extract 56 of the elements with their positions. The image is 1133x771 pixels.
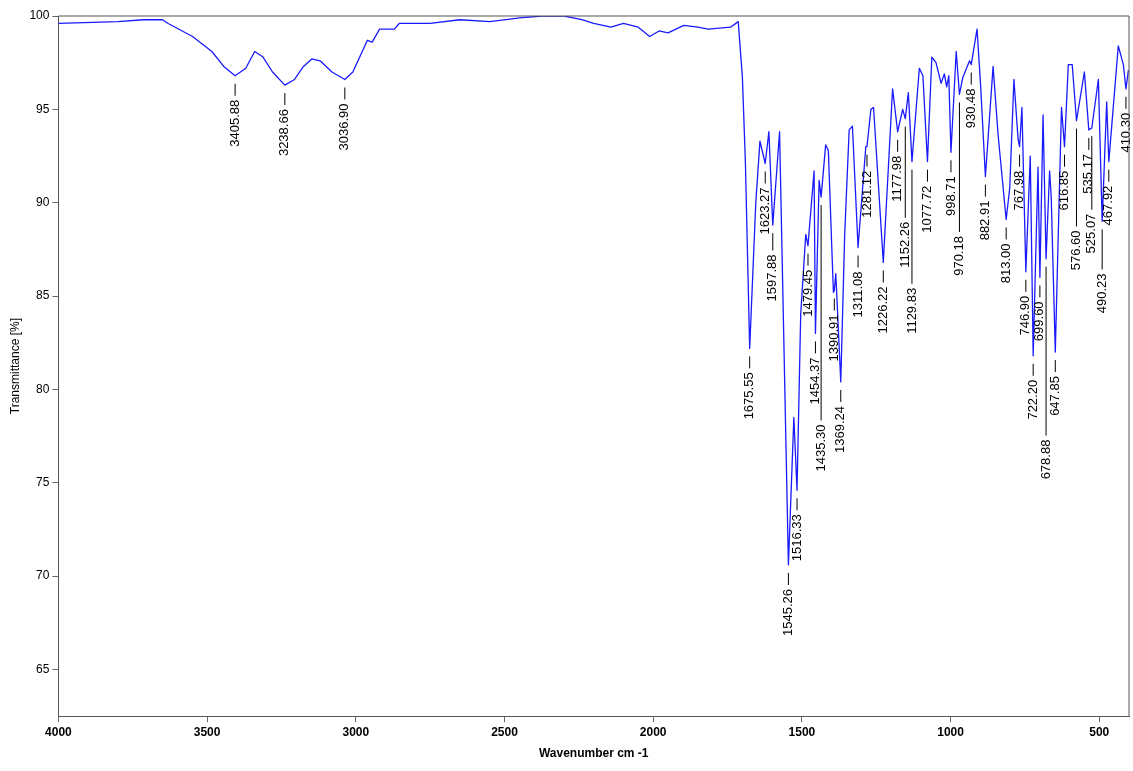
x-tick-label: 4000 bbox=[45, 724, 73, 739]
annotation: 616.85 bbox=[1056, 170, 1072, 211]
annotation: 1597.88 bbox=[764, 254, 780, 302]
annotation: 410.30 bbox=[1117, 112, 1133, 153]
annotation: 699.60 bbox=[1031, 301, 1047, 342]
annotation: 1545.26 bbox=[780, 588, 795, 636]
y-tick-label: 90 bbox=[36, 195, 50, 210]
y-tick-label: 65 bbox=[36, 661, 50, 676]
x-tick-label: 1500 bbox=[788, 724, 816, 739]
annotation: 1226.22 bbox=[874, 286, 890, 334]
x-tick-label: 1000 bbox=[937, 724, 965, 739]
annotation: 1369.24 bbox=[832, 405, 848, 453]
annotation: 490.23 bbox=[1093, 273, 1109, 314]
annotation: 767.98 bbox=[1011, 170, 1027, 211]
annotation: 746.90 bbox=[1017, 295, 1033, 336]
annotation: 1129.83 bbox=[903, 287, 919, 334]
annotation: 576.60 bbox=[1068, 230, 1084, 271]
x-tick-label: 500 bbox=[1089, 724, 1110, 739]
annotation: 1077.72 bbox=[919, 185, 935, 233]
y-tick-label: 100 bbox=[29, 8, 50, 23]
annotation: 678.88 bbox=[1037, 439, 1053, 480]
annotation: 647.85 bbox=[1046, 376, 1062, 416]
annotation: 525.07 bbox=[1083, 213, 1099, 254]
annotation: 1623.27 bbox=[756, 187, 772, 235]
annotation: 930.48 bbox=[962, 88, 978, 129]
y-axis-title: Transmittance [%] bbox=[7, 317, 22, 415]
annotation: 3238.66 bbox=[276, 109, 292, 157]
annotation: 1281.12 bbox=[858, 170, 874, 218]
annotation: 998.71 bbox=[942, 176, 958, 217]
x-tick-label: 2000 bbox=[639, 724, 667, 739]
x-tick-label: 2500 bbox=[491, 724, 519, 739]
annotation: 1311.08 bbox=[849, 271, 865, 318]
y-tick-label: 85 bbox=[36, 288, 50, 303]
annotation: 722.20 bbox=[1024, 379, 1040, 420]
annotation: 1390.91 bbox=[825, 314, 841, 362]
annotation: 467.92 bbox=[1100, 185, 1116, 226]
annotation: 813.00 bbox=[997, 243, 1013, 284]
x-tick-label: 3500 bbox=[193, 724, 221, 739]
y-tick-label: 75 bbox=[36, 475, 50, 490]
annotation: 1435.30 bbox=[812, 424, 828, 472]
y-tick-label: 95 bbox=[36, 101, 50, 116]
annotation: 1675.55 bbox=[741, 372, 757, 420]
annotation: 1479.45 bbox=[799, 269, 815, 317]
annotation: 970.18 bbox=[951, 236, 967, 276]
annotation: 3036.90 bbox=[336, 103, 352, 151]
y-tick-label: 70 bbox=[36, 568, 50, 583]
annotation: 1454.37 bbox=[807, 357, 823, 405]
annotation: 535.17 bbox=[1080, 153, 1096, 194]
annotation: 1516.33 bbox=[788, 514, 804, 562]
annotation: 1177.98 bbox=[889, 155, 905, 202]
annotation: 3405.88 bbox=[226, 99, 242, 147]
annotation: 882.91 bbox=[976, 200, 992, 241]
annotation: 1152.26 bbox=[896, 221, 912, 268]
x-axis-title: Wavenumber cm -1 bbox=[538, 746, 649, 761]
y-tick-label: 80 bbox=[36, 381, 50, 396]
x-tick-label: 3000 bbox=[342, 724, 370, 739]
